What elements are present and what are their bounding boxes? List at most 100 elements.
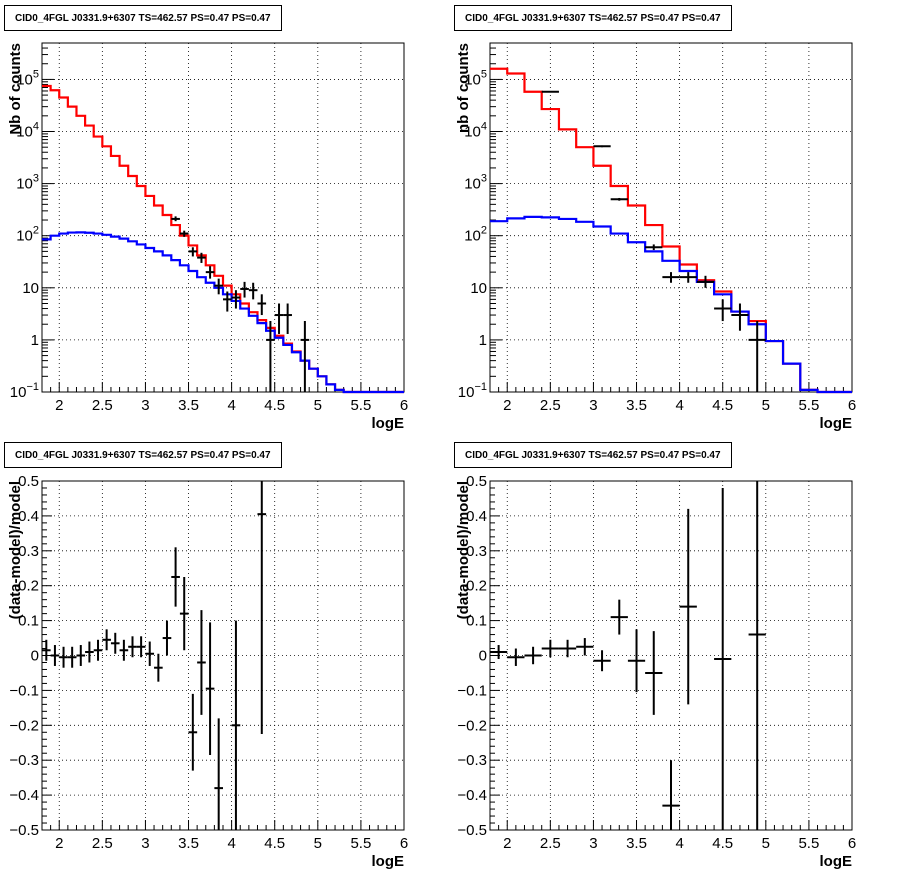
x-tick-label: 4: [227, 835, 235, 852]
y-tick-label: −0.2: [9, 717, 39, 734]
residual-pad-left: 2 2.5 3 3.5 4 4.5 5 5.5 6 logE −0.5 −0.4 −0.3 −0.2 −0.…: [0, 437, 449, 874]
x-tick-label: 2.5: [540, 397, 561, 414]
data-point: [524, 646, 542, 665]
y-tick-label: 0.1: [18, 613, 39, 630]
y-tick-label: 10−1: [10, 381, 39, 401]
data-point: [171, 216, 180, 222]
data-point: [714, 487, 732, 830]
data-point: [67, 646, 77, 668]
y-tick-label: −0.1: [9, 682, 39, 699]
y-tick-label: 1: [479, 332, 487, 349]
y-axis-label: Nb of counts: [7, 43, 24, 135]
y-tick-label: 10: [22, 280, 39, 297]
chart-title: CID0_4FGL J0331.9+6307 TS=462.57 PS=0.47…: [454, 442, 732, 468]
data-point: [679, 272, 697, 283]
y-axis-label: (data-model)/model: [7, 481, 24, 619]
x-tick-label: 5.5: [350, 835, 371, 852]
data-point: [188, 693, 198, 771]
data-point: [696, 275, 715, 288]
grid: [490, 43, 852, 392]
x-axis-label: logE: [372, 853, 405, 870]
data-point: [205, 266, 215, 279]
data-point: [154, 653, 163, 682]
x-tick-label: 5.5: [798, 835, 819, 852]
data-point: [257, 294, 267, 316]
data-point: [76, 645, 86, 666]
y-tick-label: 105: [464, 68, 487, 88]
x-tick-label: 2.5: [540, 835, 561, 852]
y-tick-label: −0.2: [457, 717, 487, 734]
data-point: [128, 636, 137, 658]
chart-title: CID0_4FGL J0331.9+6307 TS=462.57 PS=0.47…: [4, 442, 282, 468]
data-point: [102, 629, 111, 651]
data-point: [257, 481, 267, 735]
y-tick-label: 103: [464, 173, 487, 193]
data-point: [662, 760, 680, 830]
y-tick-label: −0.4: [9, 787, 39, 804]
data-point: [679, 508, 697, 705]
data-point: [610, 197, 628, 201]
y-tick-label: −0.4: [457, 787, 487, 804]
x-tick-label: 5.5: [350, 397, 371, 414]
data-point: [231, 620, 241, 830]
x-tick-label: 6: [848, 397, 856, 414]
data-point: [283, 303, 292, 334]
data-point: [223, 291, 232, 312]
y-tick-label: −0.3: [457, 752, 487, 769]
x-axis-label: logE: [372, 415, 405, 432]
data-point: [197, 610, 206, 715]
data-point: [179, 230, 189, 237]
y-tick-label: 103: [16, 173, 39, 193]
data-point: [645, 631, 663, 715]
data-point: [42, 639, 51, 661]
data-point: [162, 620, 172, 656]
data-point: [610, 599, 628, 635]
counts-pad-right: 2 2.5 3 3.5 4 4.5 5 5.5 6 logE 10−1 1 10 102 103 104 105…: [449, 0, 898, 437]
data-point: [593, 145, 611, 148]
y-tick-label: 0: [479, 648, 487, 665]
data-point: [119, 639, 129, 661]
x-tick-label: 2: [503, 397, 511, 414]
data-point: [627, 629, 646, 693]
x-tick-label: 2: [55, 835, 63, 852]
data-point: [231, 290, 241, 309]
data-point: [576, 638, 594, 656]
y-tick-label: −0.1: [457, 682, 487, 699]
chart-title: CID0_4FGL J0331.9+6307 TS=462.57 PS=0.47…: [4, 5, 282, 31]
y-tick-label: −0.3: [9, 752, 39, 769]
data-point: [248, 282, 258, 300]
y-tick-label: 0.2: [18, 578, 39, 595]
data-point: [110, 632, 120, 654]
y-tick-label: 105: [16, 68, 39, 88]
x-axis-label: logE: [820, 853, 853, 870]
x-tick-label: 5: [762, 397, 770, 414]
data-point: [541, 90, 559, 93]
y-tick-label: 0.4: [18, 508, 39, 525]
data-point: [205, 622, 215, 755]
x-tick-label: 4.5: [264, 835, 285, 852]
model-background-line: [490, 215, 852, 394]
residual-pad-right: 2 2.5 3 3.5 4 4.5 5 5.5 6 logE −0.5 −0.4 −0.3 −0.2 −0.…: [449, 437, 898, 874]
x-tick-label: 6: [400, 397, 408, 414]
data-point: [188, 247, 198, 257]
data-point: [59, 646, 68, 668]
x-tick-label: 6: [848, 835, 856, 852]
x-tick-label: 2: [503, 835, 511, 852]
data-point: [645, 244, 663, 251]
model-total-line: [490, 67, 852, 394]
data-point: [214, 718, 223, 830]
x-tick-label: 4.5: [712, 835, 733, 852]
y-tick-label: 0.4: [466, 508, 487, 525]
counts-pad-left: 2 2.5 3 3.5 4 4.5 5 5.5 6 logE 10−1 1 10 102 103 104 105…: [0, 0, 449, 437]
x-tick-label: 3: [589, 397, 597, 414]
data-point: [300, 321, 310, 392]
grid: [42, 481, 404, 830]
y-tick-label: 102: [16, 225, 39, 245]
y-tick-label: 0.3: [466, 543, 487, 560]
x-tick-label: 3: [141, 397, 149, 414]
x-tick-label: 3: [589, 835, 597, 852]
data-point: [85, 641, 94, 663]
